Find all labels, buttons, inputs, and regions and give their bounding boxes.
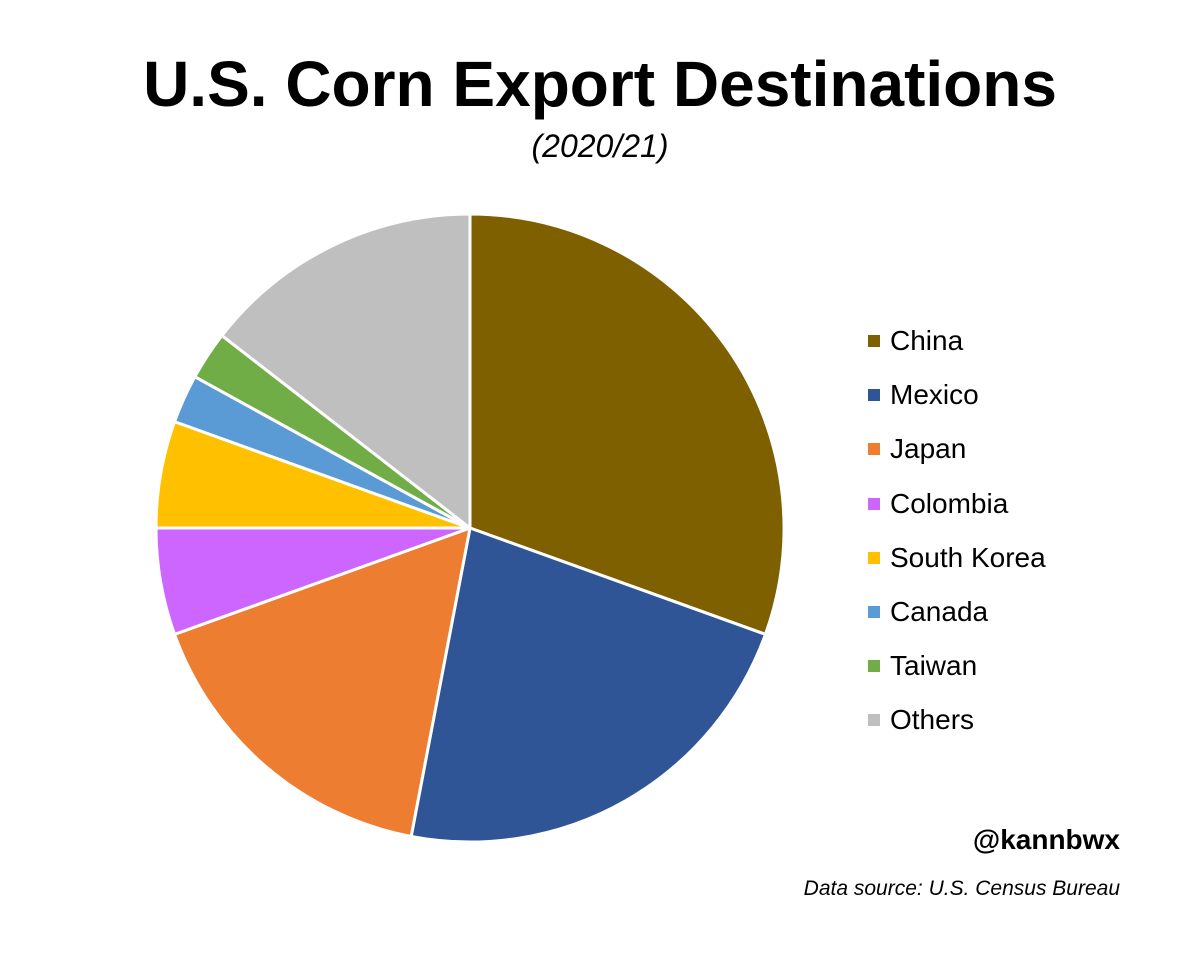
legend-item-mexico: Mexico	[868, 368, 1168, 422]
legend-swatch	[868, 714, 880, 727]
legend-item-china: China	[868, 314, 1168, 368]
legend-label: South Korea	[890, 541, 1046, 573]
legend-label: China	[890, 325, 964, 357]
pie-slice-japan	[173, 526, 472, 838]
legend-label: Canada	[890, 596, 989, 628]
legend-item-others: Others	[868, 693, 1168, 747]
legend-item-canada: Canada	[868, 585, 1168, 639]
legend-label: Mexico	[890, 379, 979, 411]
legend-label: Others	[890, 704, 975, 736]
legend-item-colombia: Colombia	[868, 477, 1168, 531]
pie-chart	[154, 212, 786, 844]
chart-title: U.S. Corn Export Destinations	[143, 48, 1057, 120]
legend-swatch	[868, 497, 880, 510]
legend-label: Taiwan	[890, 650, 978, 682]
legend-item-south-korea: South Korea	[868, 531, 1168, 585]
chart-subtitle: (2020/21)	[531, 128, 669, 164]
author-handle: @kannbwx	[972, 824, 1120, 855]
legend-swatch	[868, 606, 880, 619]
legend-item-taiwan: Taiwan	[868, 639, 1168, 693]
legend-swatch	[868, 335, 880, 348]
legend-swatch	[868, 551, 880, 564]
pie-slice-china	[468, 212, 786, 636]
pie-slice-mexico	[409, 526, 767, 844]
legend-swatch	[868, 389, 880, 402]
data-source-note: Data source: U.S. Census Bureau	[803, 877, 1120, 900]
chart-legend: China Mexico Japan Colombia South Korea Canad…	[868, 314, 1168, 748]
legend-item-japan: Japan	[868, 422, 1168, 476]
legend-label: Japan	[890, 433, 967, 465]
legend-swatch	[868, 443, 880, 456]
legend-swatch	[868, 660, 880, 673]
legend-label: Colombia	[890, 487, 1009, 519]
pie-slice-others	[220, 212, 472, 530]
